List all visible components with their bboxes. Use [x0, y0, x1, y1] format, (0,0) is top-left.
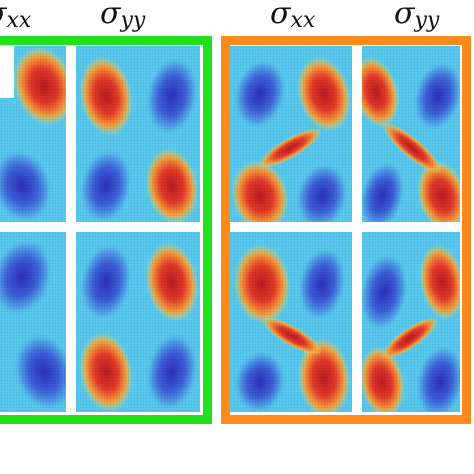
orange-frame — [221, 36, 471, 424]
subscript: xx — [6, 8, 32, 33]
sigma-symbol: σ — [270, 0, 291, 31]
field-panel-green-bottom-right — [76, 232, 200, 412]
label-sigma-yy-green: σyy — [100, 0, 145, 41]
field-panel-green-top-right — [76, 46, 200, 222]
label-sigma-xx-green: σxx — [0, 0, 31, 41]
sigma-symbol: σ — [100, 0, 121, 31]
subscript: yy — [414, 8, 440, 33]
field-panel-green-bottom-left — [0, 232, 66, 412]
label-sigma-xx-orange: σxx — [270, 0, 315, 41]
field-panel-orange-top-right — [362, 46, 460, 222]
field-panel-green-top-left — [0, 46, 66, 222]
field-panel-orange-top-left — [230, 46, 352, 222]
green-frame — [0, 36, 212, 424]
white-inset-box — [0, 46, 14, 98]
sigma-symbol: σ — [0, 0, 6, 31]
sigma-symbol: σ — [394, 0, 415, 31]
field-panel-orange-bottom-right — [362, 232, 460, 412]
subscript: xx — [290, 8, 316, 33]
label-sigma-yy-orange: σyy — [394, 0, 439, 41]
subscript: yy — [120, 8, 146, 33]
field-panel-orange-bottom-left — [230, 232, 352, 412]
